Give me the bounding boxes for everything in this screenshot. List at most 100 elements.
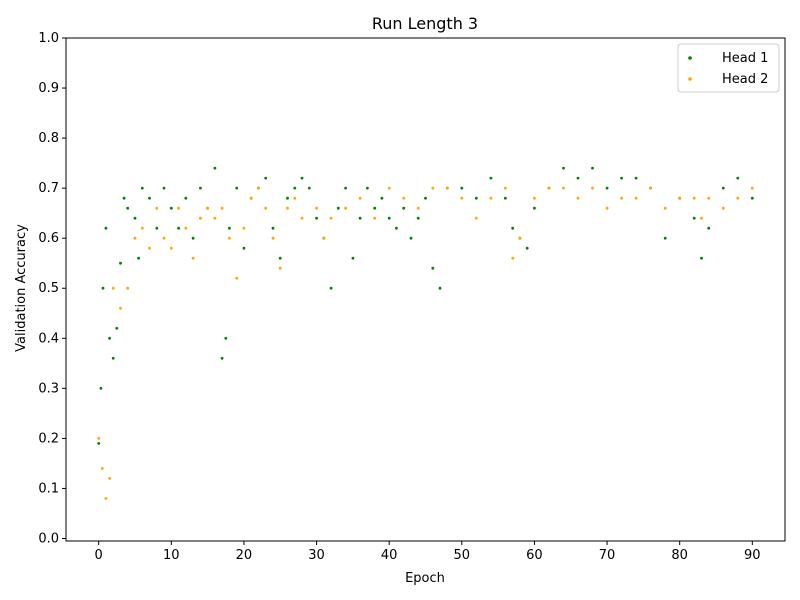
data-point-2 (329, 216, 333, 220)
data-point-1 (137, 256, 141, 260)
data-point-2 (344, 206, 347, 210)
legend-label: Head 2 (722, 72, 768, 87)
data-point-1 (373, 206, 377, 210)
data-point-2 (591, 186, 594, 190)
data-point-1 (278, 256, 282, 260)
x-tick-label: 50 (454, 548, 471, 563)
data-point-1 (424, 196, 427, 200)
data-point-2 (155, 206, 159, 210)
data-point-2 (445, 186, 449, 190)
data-point-1 (271, 226, 275, 230)
data-point-1 (700, 256, 703, 260)
x-axis-label: Epoch (405, 571, 445, 586)
x-tick-label: 70 (599, 548, 616, 563)
data-point-1 (387, 216, 391, 220)
plot-points (97, 166, 754, 500)
data-point-2 (257, 186, 260, 190)
data-point-1 (663, 236, 667, 240)
data-point-2 (213, 216, 217, 220)
data-point-1 (133, 216, 137, 220)
data-point-1 (380, 196, 384, 200)
legend-label: Head 1 (722, 51, 768, 66)
data-point-1 (416, 216, 420, 220)
data-point-1 (620, 176, 623, 180)
data-point-1 (115, 326, 119, 330)
data-point-1 (155, 226, 159, 230)
data-point-2 (162, 236, 166, 240)
data-point-2 (474, 216, 478, 220)
data-point-2 (315, 206, 318, 210)
x-tick-label: 20 (236, 548, 253, 563)
data-point-2 (431, 186, 435, 190)
data-point-2 (169, 246, 173, 250)
y-tick-label: 0.9 (38, 81, 59, 96)
data-point-2 (358, 196, 362, 200)
data-point-1 (235, 186, 239, 190)
data-point-1 (228, 226, 231, 230)
data-point-2 (300, 216, 304, 220)
data-point-2 (235, 276, 239, 280)
data-point-1 (366, 186, 369, 190)
data-point-2 (104, 497, 108, 500)
y-tick-label: 0.1 (38, 481, 59, 496)
data-point-1 (97, 442, 101, 445)
data-point-2 (402, 196, 406, 200)
y-tick-label: 0.6 (38, 231, 59, 246)
data-point-2 (100, 467, 104, 470)
data-point-1 (329, 286, 333, 290)
data-point-1 (242, 246, 246, 250)
y-axis: 0.0 0.1 0.2 0.3 0.4 0.5 0.6 0.7 0.8 0.9 1.0 (38, 31, 66, 546)
data-point-2 (199, 216, 202, 220)
data-point-2 (264, 206, 268, 210)
data-point-1 (213, 166, 217, 170)
data-point-1 (191, 236, 195, 240)
data-point-1 (736, 176, 740, 180)
data-point-1 (533, 206, 536, 210)
data-point-1 (692, 216, 696, 220)
data-point-1 (721, 186, 725, 190)
data-point-1 (122, 196, 126, 200)
data-point-2 (504, 186, 507, 190)
data-point-1 (126, 206, 130, 210)
legend-marker (688, 56, 692, 60)
data-point-2 (649, 186, 652, 190)
data-point-1 (525, 246, 529, 250)
data-point-2 (242, 226, 246, 230)
data-point-1 (358, 216, 362, 220)
data-point-2 (126, 286, 130, 290)
data-point-1 (315, 216, 318, 220)
y-tick-label: 0.0 (38, 531, 59, 546)
data-point-2 (228, 236, 231, 240)
data-point-1 (460, 186, 464, 190)
data-point-1 (119, 261, 122, 265)
y-tick-label: 0.5 (38, 281, 59, 296)
data-point-1 (402, 206, 406, 210)
data-point-1 (344, 186, 347, 190)
data-point-2 (489, 196, 493, 200)
data-point-1 (169, 206, 173, 210)
data-point-1 (431, 266, 435, 270)
data-point-1 (300, 176, 304, 180)
data-point-2 (387, 186, 391, 190)
data-point-2 (547, 186, 551, 190)
data-point-1 (220, 356, 224, 360)
data-point-2 (220, 206, 224, 210)
data-point-1 (101, 286, 105, 290)
data-point-2 (271, 236, 275, 240)
data-point-2 (148, 246, 151, 250)
data-point-1 (162, 186, 166, 190)
data-point-1 (605, 186, 609, 190)
data-point-1 (199, 186, 202, 190)
x-tick-label: 80 (671, 548, 688, 563)
x-tick-label: 30 (308, 548, 325, 563)
data-point-1 (351, 256, 355, 260)
data-point-2 (678, 196, 682, 200)
legend-box (677, 43, 780, 93)
data-point-1 (707, 226, 711, 230)
data-point-2 (663, 206, 667, 210)
data-point-2 (133, 236, 137, 240)
data-point-2 (416, 206, 420, 210)
data-point-1 (108, 336, 111, 340)
data-point-1 (184, 196, 188, 200)
data-point-2 (119, 306, 122, 310)
